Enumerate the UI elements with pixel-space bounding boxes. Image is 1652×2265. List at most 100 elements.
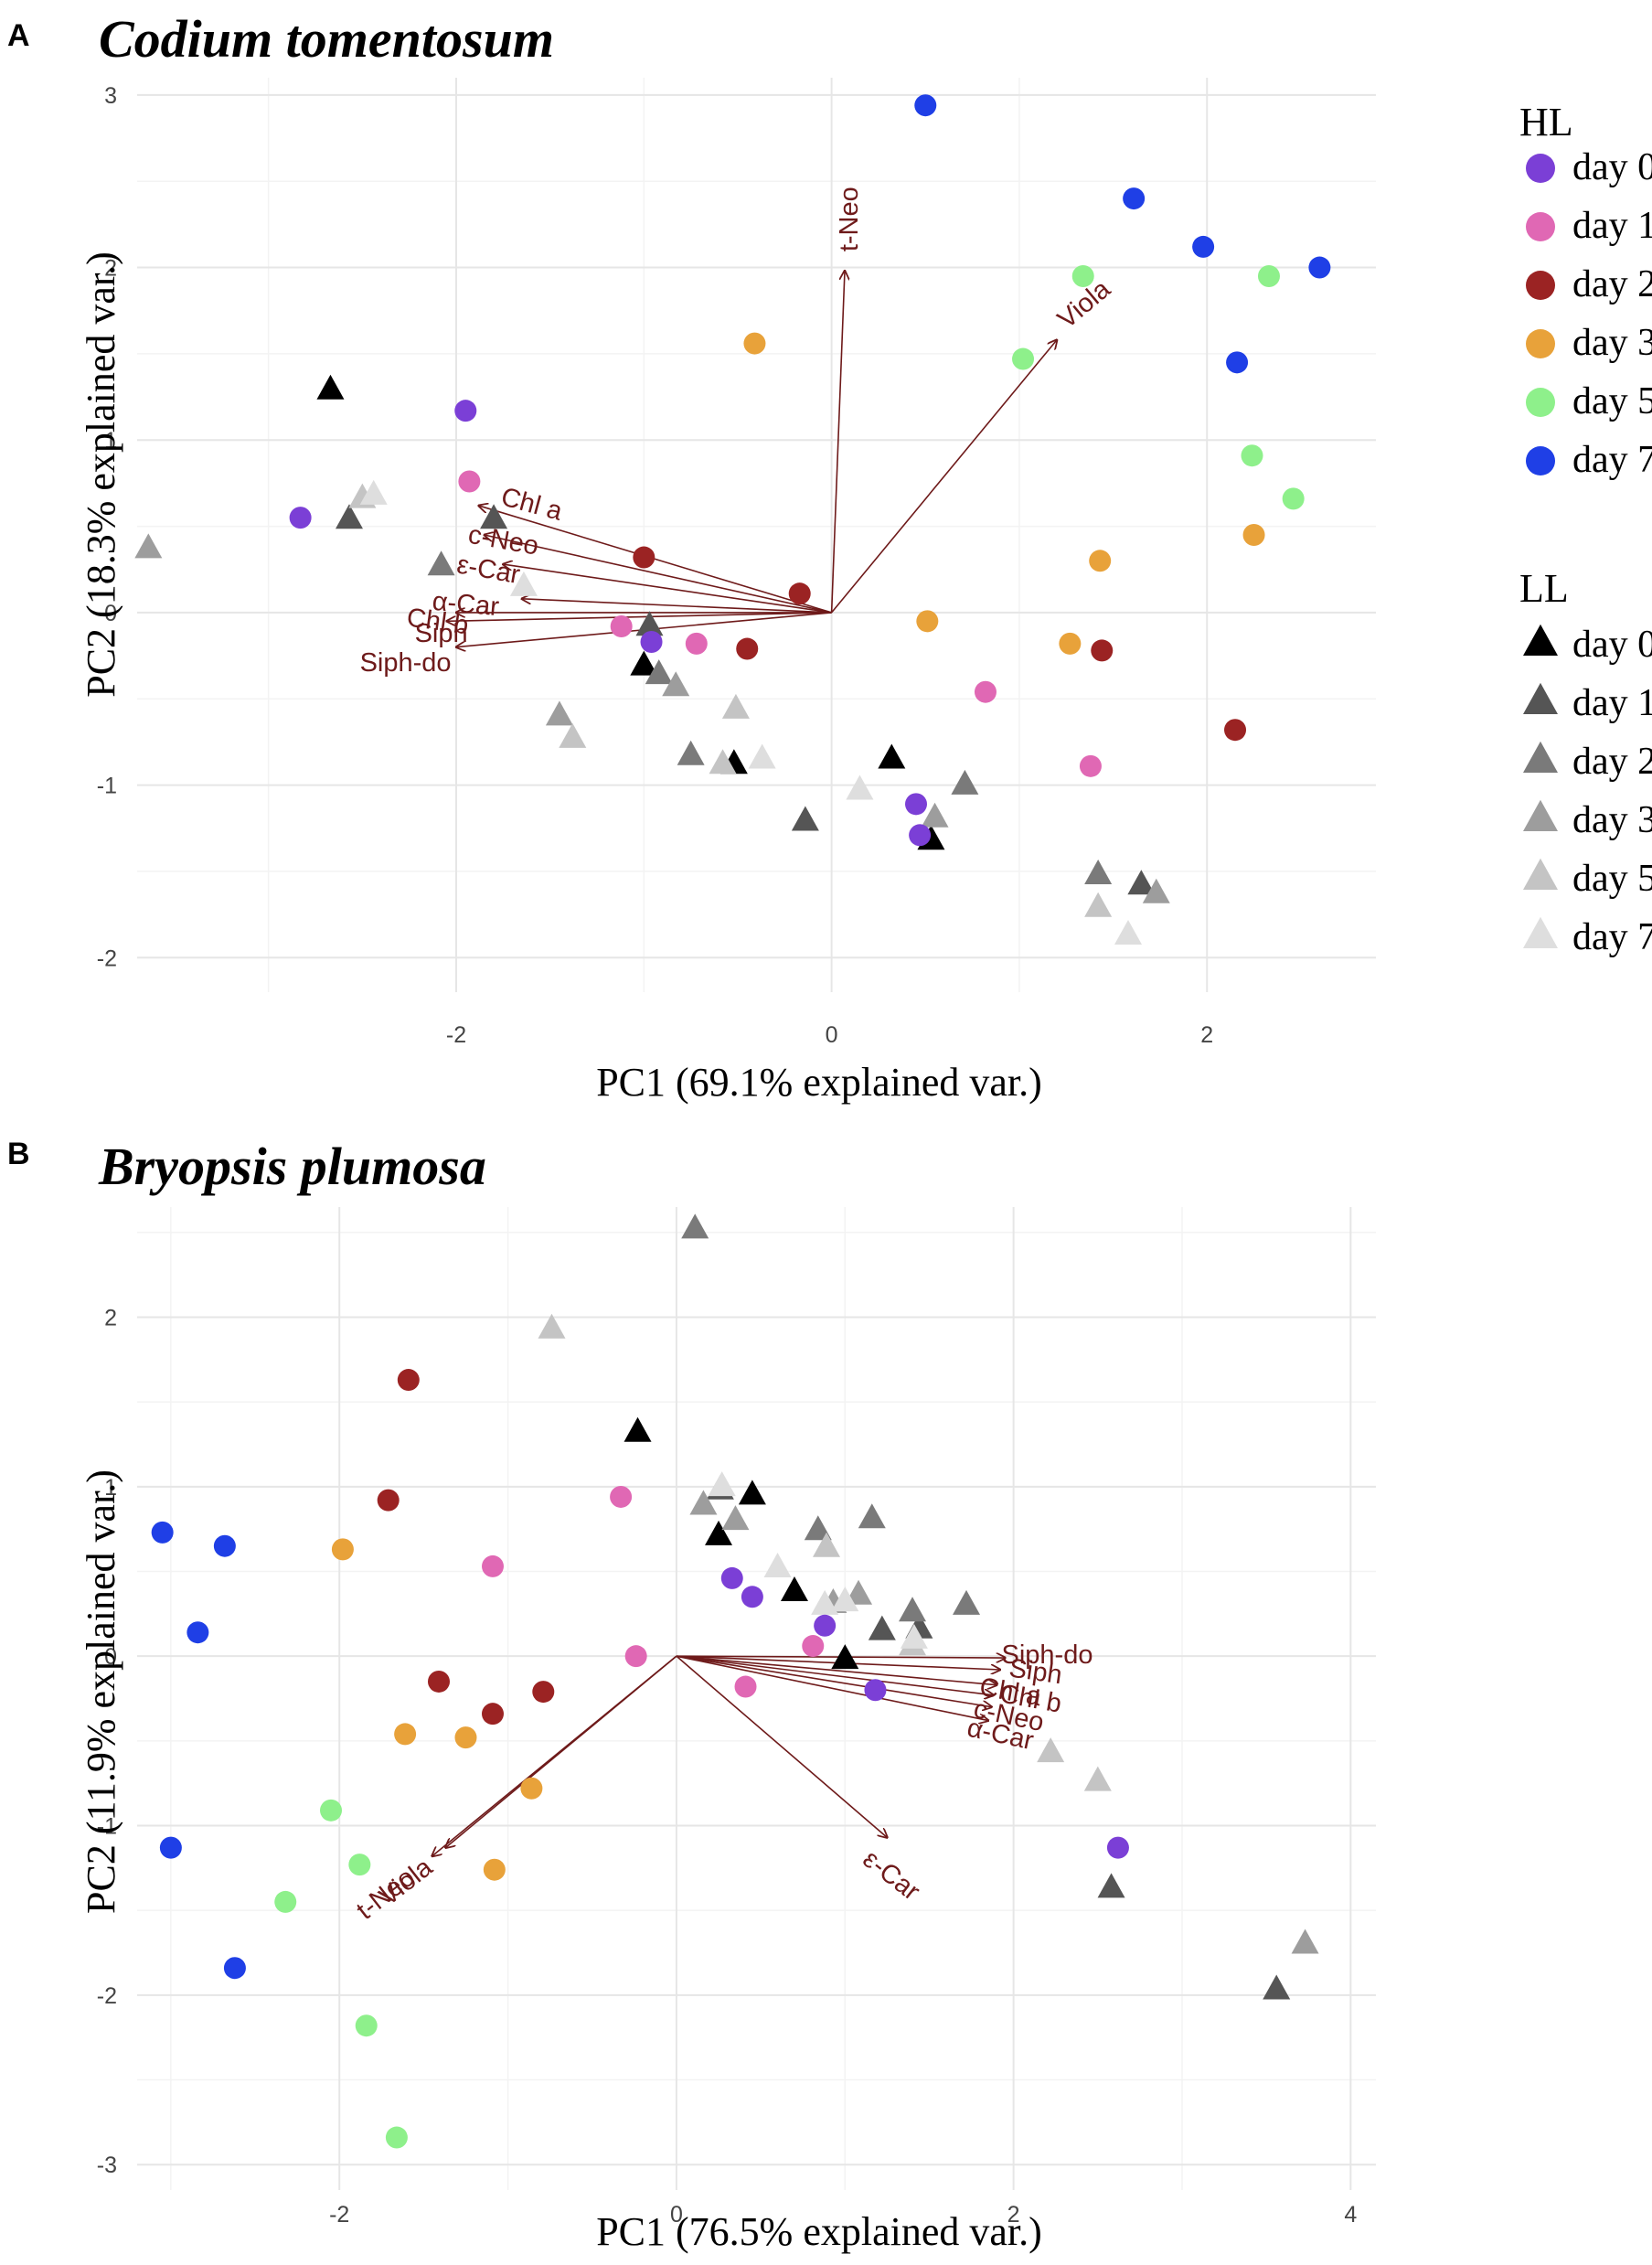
- ll-point-triangle: [538, 1313, 566, 1339]
- ll-point-triangle: [1084, 892, 1113, 917]
- legend-ll-swatch: [1523, 858, 1558, 890]
- ll-point-triangle: [846, 775, 874, 800]
- legend-hl-group: day 0 day 1 day 2 day 3 day 5 day 7: [1526, 146, 1652, 481]
- hl-point-circle: [1012, 347, 1035, 370]
- ll-point-triangle: [804, 1515, 832, 1541]
- hl-point-circle: [1091, 639, 1114, 662]
- ll-point-triangle: [721, 1505, 750, 1531]
- hl-point-circle: [289, 507, 312, 529]
- ll-point-triangle: [780, 1576, 808, 1601]
- ll-point-triangle: [899, 1597, 927, 1622]
- y-tick-label: 1: [104, 1475, 117, 1501]
- hl-point-circle: [1106, 1836, 1129, 1859]
- loading-vector: [485, 535, 832, 614]
- ll-point-triangle: [705, 1520, 733, 1545]
- vector-label: Chl a: [498, 482, 567, 527]
- legend-ll-group: day 0 day 1 day 2 day 3 day 5 day 7: [1523, 624, 1652, 958]
- hl-point-circle: [905, 793, 928, 816]
- legend-hl-swatch: [1526, 212, 1555, 241]
- loading-vector: [676, 1655, 992, 1707]
- ll-point-triangle: [662, 671, 690, 697]
- ll-point-triangle: [1291, 1928, 1319, 1954]
- legend-hl-title: HL: [1519, 100, 1573, 144]
- ll-point-triangle: [813, 1532, 841, 1557]
- vector-label: Siph-do: [360, 648, 452, 678]
- hl-point-circle: [974, 680, 997, 703]
- x-tick-label: 0: [670, 2202, 683, 2228]
- panel-b-y-axis-label: PC2 (11.9% explained var.): [79, 1469, 123, 1914]
- hl-point-circle: [1192, 235, 1215, 258]
- legend-hl-swatch: [1526, 329, 1555, 358]
- hl-point-circle: [1242, 524, 1265, 546]
- loading-vector: [676, 1655, 994, 1695]
- ll-point-triangle: [831, 1587, 859, 1612]
- loading-vector: [831, 340, 1057, 614]
- ll-point-triangle: [1114, 919, 1142, 945]
- ll-point-triangle: [921, 802, 949, 828]
- ll-point-triangle: [845, 1579, 873, 1605]
- panel-b-x-axis-label: PC1 (76.5% explained var.): [596, 2209, 1042, 2254]
- y-tick-label: 3: [104, 83, 117, 109]
- ll-point-triangle: [359, 479, 388, 505]
- hl-point-circle: [1079, 754, 1102, 777]
- ll-point-triangle: [427, 550, 455, 576]
- hl-point-circle: [1123, 187, 1146, 210]
- ll-point-triangle: [509, 571, 538, 596]
- panel-b-letter: B: [7, 1137, 30, 1171]
- hl-point-circle: [274, 1890, 297, 1913]
- ll-point-triangle: [677, 740, 705, 765]
- legend-ll-label: day 7: [1572, 916, 1652, 958]
- hl-point-circle: [397, 1369, 420, 1392]
- hl-point-circle: [743, 332, 766, 355]
- x-tick-label: 4: [1344, 2202, 1357, 2228]
- legend-ll-swatch: [1523, 741, 1558, 773]
- hl-point-circle: [223, 1957, 246, 1980]
- hl-point-circle: [1071, 264, 1094, 287]
- legend-ll-label: day 0: [1572, 624, 1652, 666]
- hl-point-circle: [610, 615, 633, 637]
- hl-point-circle: [640, 630, 663, 653]
- panel-b-title: Bryopsis plumosa: [98, 1137, 486, 1196]
- loading-vector: [676, 1655, 997, 1685]
- hl-point-circle: [736, 637, 759, 660]
- panel-a-x-axis-label: PC1 (69.1% explained var.): [596, 1060, 1042, 1105]
- loading-vector: [676, 1655, 887, 1837]
- panel-a-letter: A: [7, 18, 30, 53]
- ll-point-triangle: [1263, 1974, 1291, 2000]
- legend-hl-swatch: [1526, 271, 1555, 300]
- ll-point-triangle: [645, 659, 673, 685]
- hl-point-circle: [1257, 264, 1280, 287]
- hl-point-circle: [734, 1675, 757, 1698]
- hl-point-circle: [1241, 444, 1263, 467]
- hl-point-circle: [385, 2126, 408, 2149]
- y-tick-label: -2: [97, 946, 117, 971]
- hl-point-circle: [685, 632, 708, 655]
- hl-point-circle: [532, 1681, 555, 1704]
- hl-point-circle: [788, 582, 811, 605]
- legend-hl-label: day 1: [1572, 205, 1652, 247]
- x-tick-label: 2: [1200, 1022, 1213, 1048]
- legend-ll-label: day 1: [1572, 682, 1652, 724]
- legend-hl-label: day 7: [1572, 439, 1652, 481]
- legend: HL day 0 day 1 day 2 day 3 day 5 day 7 LL day…: [1519, 100, 1652, 958]
- ll-point-triangle: [134, 533, 163, 559]
- y-tick-label: 0: [104, 601, 117, 626]
- hl-point-circle: [394, 1723, 417, 1746]
- hl-point-circle: [355, 2014, 378, 2037]
- ll-point-triangle: [559, 722, 587, 748]
- loading-vector: [447, 612, 832, 621]
- legend-hl-label: day 2: [1572, 263, 1652, 305]
- legend-ll-swatch: [1523, 916, 1558, 948]
- vector-label: Siph: [1007, 1653, 1064, 1690]
- ll-point-triangle: [480, 504, 508, 529]
- x-tick-label: 2: [1007, 2202, 1020, 2228]
- ll-point-triangle: [791, 806, 819, 831]
- ll-point-triangle: [1097, 1873, 1125, 1898]
- hl-point-circle: [454, 1726, 477, 1749]
- ll-point-triangle: [858, 1503, 886, 1529]
- legend-ll-swatch: [1523, 682, 1558, 714]
- vector-label: Siph: [415, 619, 468, 648]
- loading-vector: [676, 1655, 988, 1720]
